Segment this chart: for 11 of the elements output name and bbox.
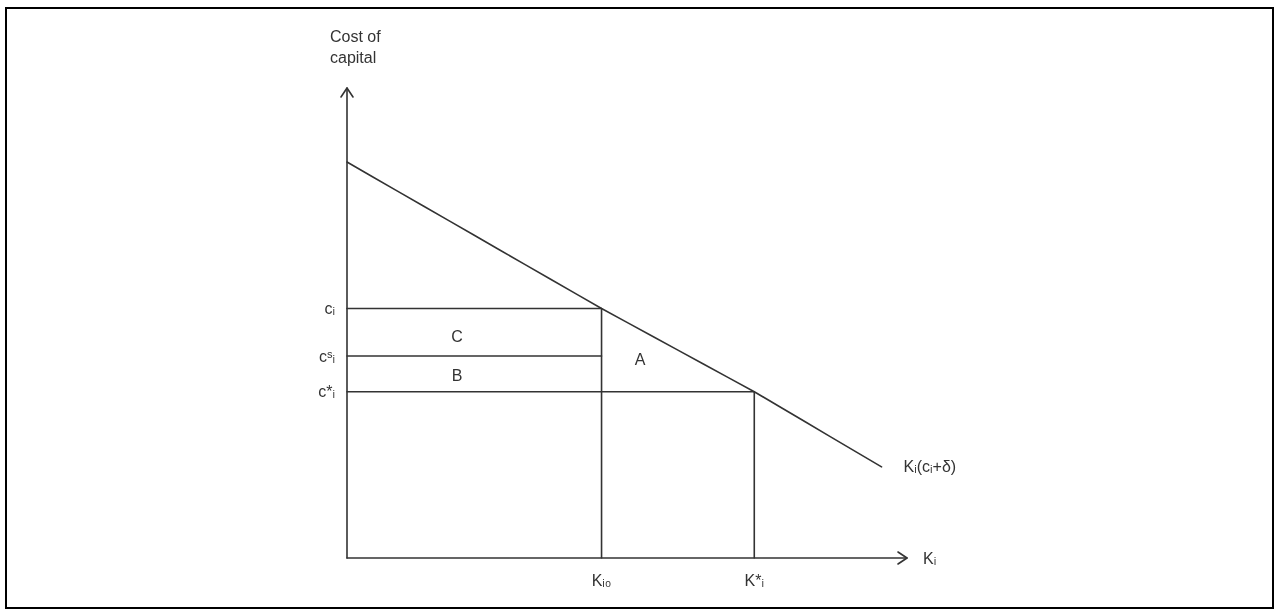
series-label: c*ᵢ (318, 383, 335, 401)
annotation: C (451, 327, 463, 345)
x-tick-label: Kᵢ₀ (591, 571, 612, 589)
annotation: B (451, 366, 463, 384)
x-tick-label: K*ᵢ (744, 571, 764, 589)
x-axis-title: Kᵢ (923, 549, 937, 567)
series-label: cᵢ (324, 300, 335, 318)
annotation: A (634, 350, 646, 368)
text: Cost of capital (330, 28, 382, 66)
series-label: Kᵢ(cᵢ+δ) (903, 458, 957, 476)
series-label: cˢᵢ (319, 347, 335, 365)
